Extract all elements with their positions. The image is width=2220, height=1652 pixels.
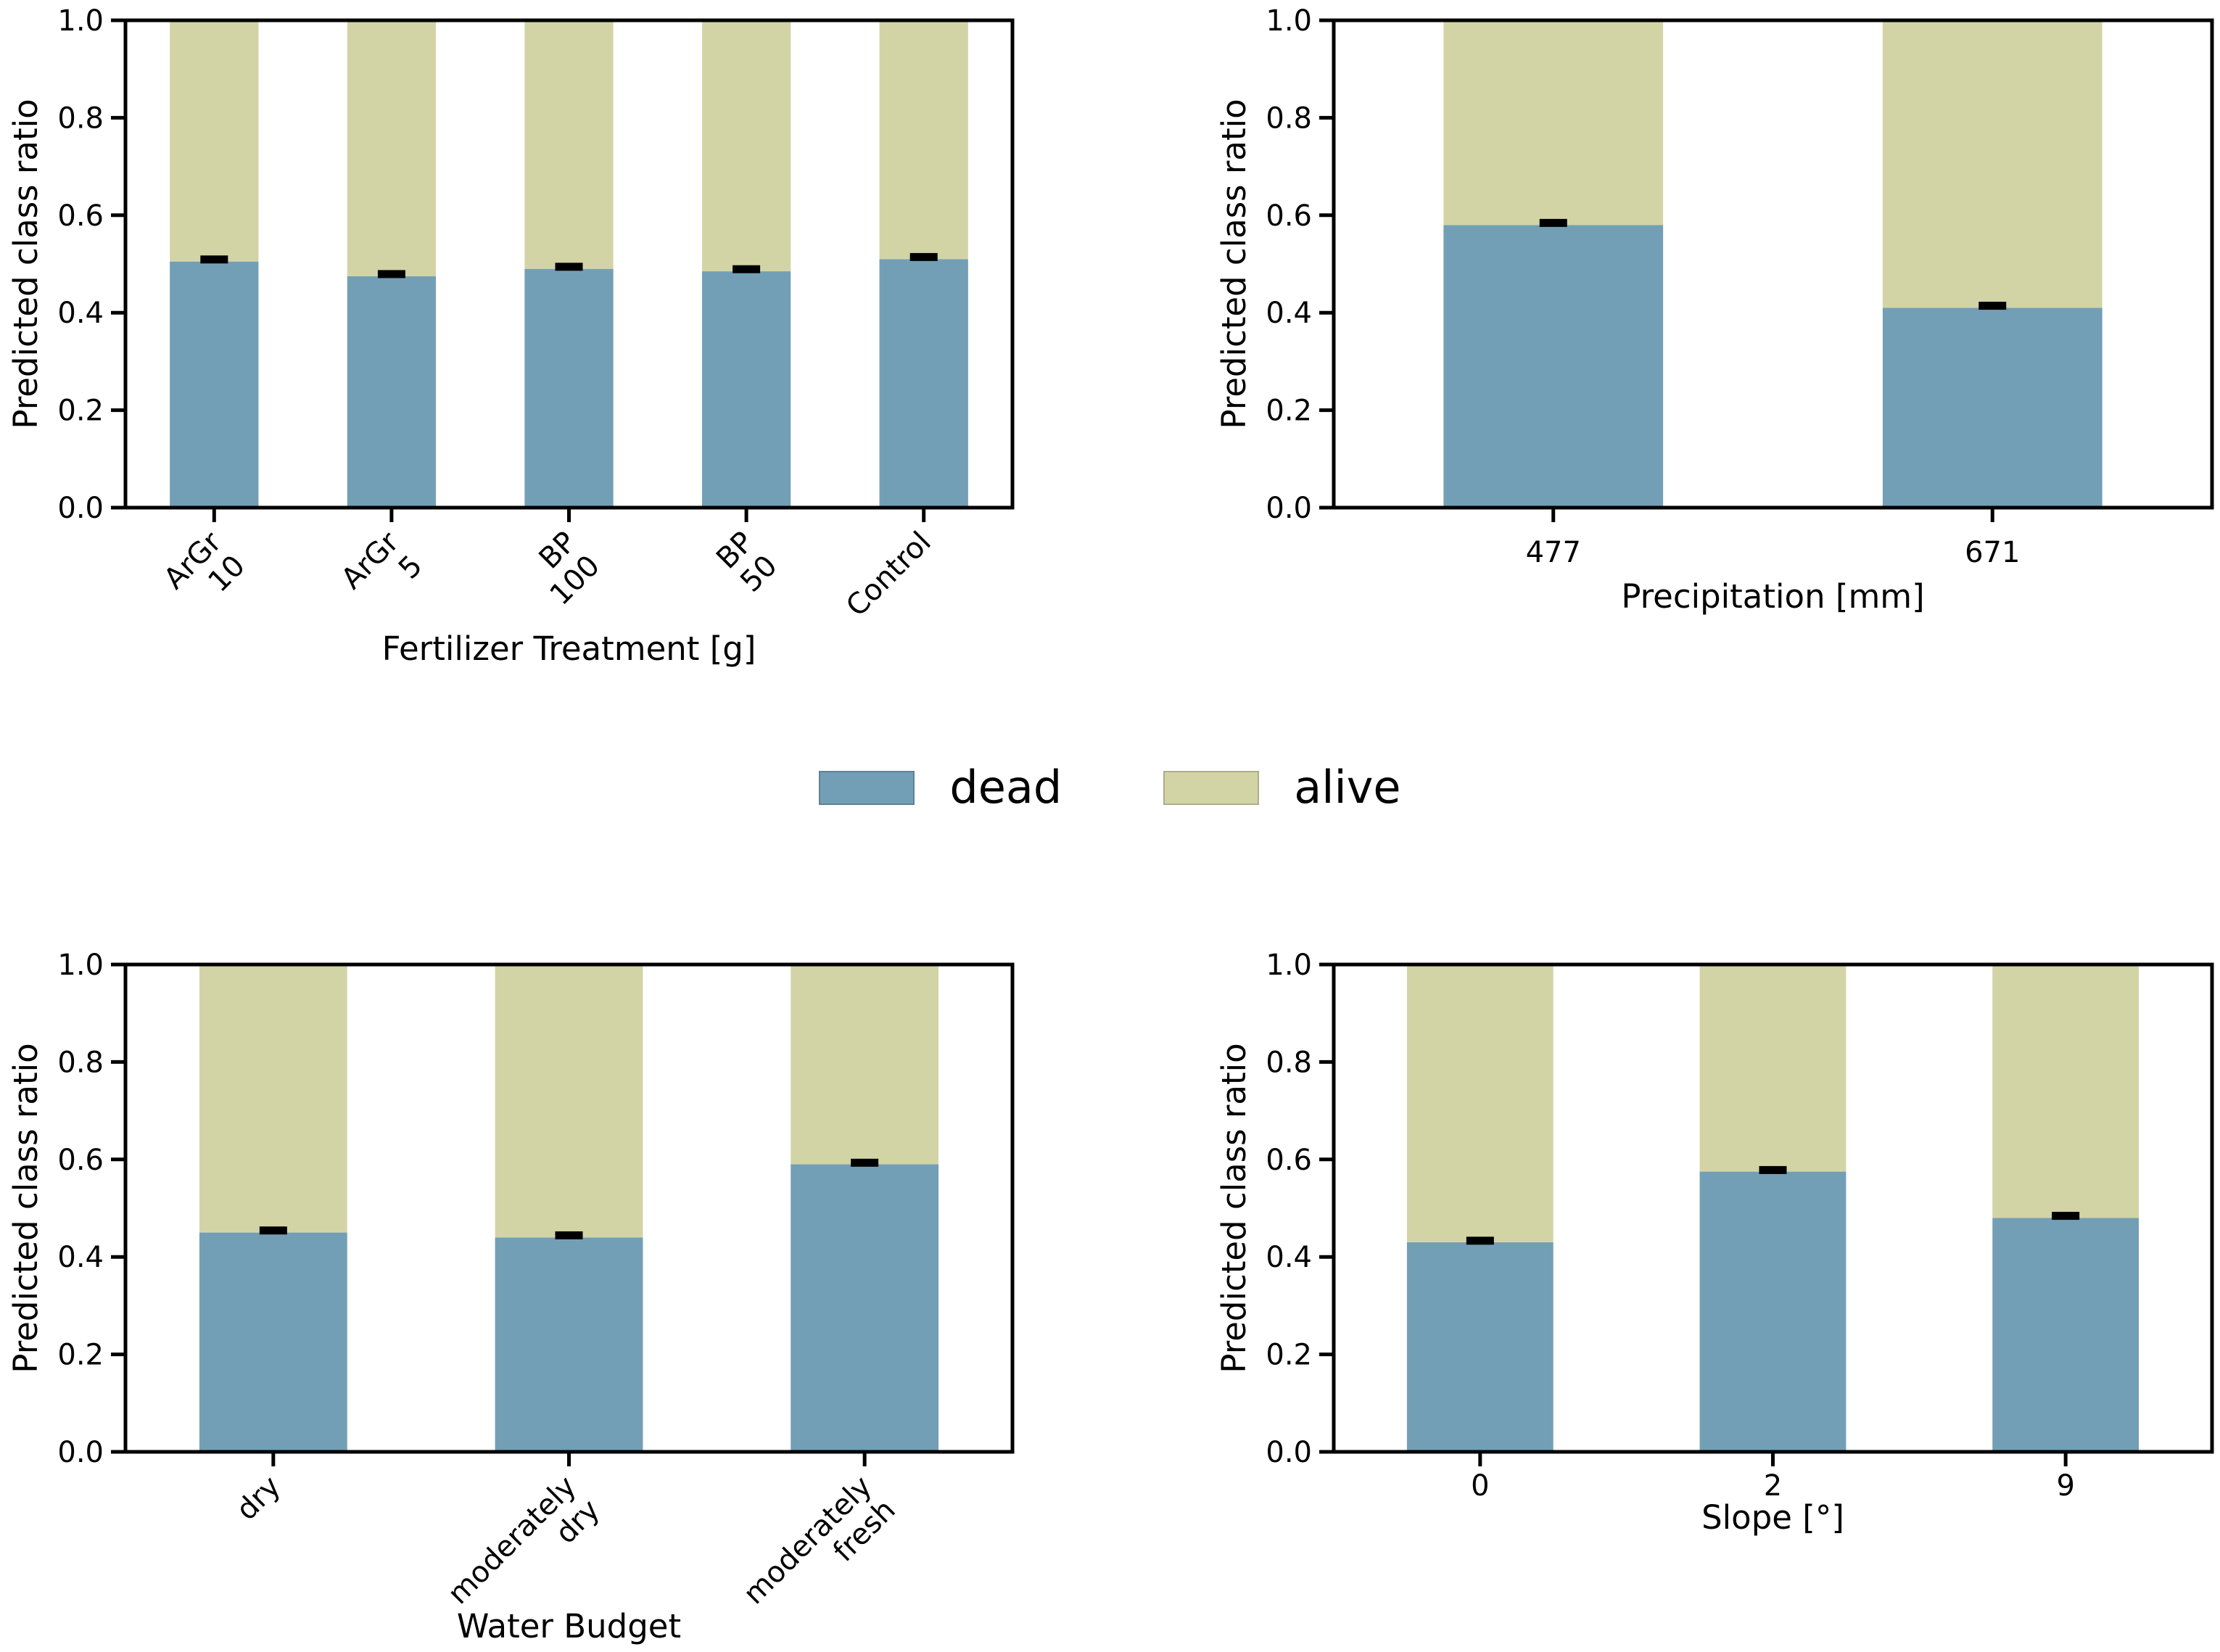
bar-segment-dead-1-1 (1882, 307, 2103, 508)
y-tick-label-0: 1.0 (57, 4, 104, 38)
bar-segment-dead-0-4 (879, 259, 968, 508)
error-bar-0-4 (909, 252, 938, 261)
bar-segment-alive-0-0 (170, 20, 259, 262)
bar-segment-alive-3-2 (1992, 965, 2139, 1218)
error-bar-1-0 (1539, 218, 1567, 227)
legend: dead alive (0, 754, 2220, 821)
legend-label-alive: alive (1294, 761, 1401, 814)
x-tick-label-1: 477 (1526, 536, 1581, 569)
y-tick-label-1: 0.8 (1266, 102, 1312, 135)
y-axis-label-2: Predicted class ratio (7, 1043, 45, 1373)
x-tick-label-1: 671 (1965, 536, 2020, 569)
legend-label-dead: dead (949, 761, 1062, 814)
y-tick-label-2: 0.6 (57, 1144, 104, 1177)
y-tick-label-3: 1.0 (1266, 949, 1312, 982)
y-tick-label-2: 1.0 (57, 949, 104, 982)
x-axis-label-1: Precipitation [mm] (1621, 577, 1924, 616)
bar-segment-alive-3-1 (1699, 965, 1846, 1172)
axes-spines-1 (1332, 18, 2214, 510)
bar-segment-dead-3-2 (1992, 1218, 2139, 1452)
bar-segment-dead-2-0 (199, 1232, 347, 1452)
x-tick-label-3: 9 (2056, 1469, 2074, 1503)
y-axis-label-3: Predicted class ratio (1215, 1043, 1253, 1373)
bar-segment-dead-0-3 (701, 271, 791, 508)
y-tick-label-3: 0.8 (1266, 1046, 1312, 1079)
bar-segment-alive-2-0 (199, 965, 347, 1233)
bar-segment-dead-1-0 (1443, 225, 1664, 508)
x-tick-label-2: dry (230, 1470, 287, 1527)
bar-segment-dead-0-1 (347, 276, 437, 508)
error-bar-1-1 (1978, 302, 2007, 310)
x-tick-label-0: ArGr10 (157, 525, 252, 619)
y-tick-label-1: 0.0 (1266, 492, 1312, 525)
y-tick-label-0: 0.0 (57, 492, 104, 525)
error-bar-3-1 (1759, 1165, 1787, 1174)
bar-segment-alive-3-0 (1406, 965, 1553, 1243)
bar-segment-dead-0-2 (524, 268, 614, 508)
bar-segment-alive-0-2 (524, 20, 614, 269)
error-bar-0-2 (555, 263, 583, 271)
error-bar-2-0 (259, 1226, 287, 1235)
bar-segment-dead-3-0 (1406, 1242, 1553, 1452)
bar-segment-alive-0-4 (879, 20, 968, 260)
x-tick-label-3: 2 (1764, 1469, 1782, 1503)
bar-segment-dead-2-1 (495, 1237, 643, 1452)
y-tick-label-2: 0.8 (57, 1046, 104, 1079)
x-axis-label-0: Fertilizer Treatment [g] (382, 629, 756, 668)
x-tick-label-0: ArGr5 (335, 525, 429, 619)
x-tick-label-0: BP100 (520, 526, 606, 612)
y-tick-label-2: 0.4 (57, 1241, 104, 1274)
x-axis-label-2: Water Budget (457, 1607, 681, 1645)
y-axis-label-1: Predicted class ratio (1215, 99, 1253, 429)
error-bar-0-1 (377, 270, 405, 278)
error-bar-3-2 (2052, 1212, 2080, 1221)
error-bar-3-0 (1466, 1236, 1494, 1245)
bar-segment-alive-1-0 (1443, 20, 1664, 226)
x-tick-label-3: 0 (1471, 1469, 1489, 1503)
y-tick-label-1: 0.6 (1266, 199, 1312, 233)
y-tick-label-0: 0.6 (57, 199, 104, 233)
error-bar-0-3 (733, 265, 761, 273)
y-tick-label-0: 0.8 (57, 102, 104, 135)
y-tick-label-0: 0.4 (57, 297, 104, 330)
bar-segment-dead-3-1 (1699, 1171, 1846, 1452)
y-tick-label-3: 0.0 (1266, 1436, 1312, 1469)
y-tick-label-3: 0.2 (1266, 1339, 1312, 1372)
x-tick-label-0: BP50 (710, 526, 784, 600)
x-tick-label-2: moderatelyfresh (737, 1470, 901, 1635)
y-tick-label-3: 0.4 (1266, 1241, 1312, 1274)
y-axis-label-0: Predicted class ratio (7, 99, 45, 429)
y-tick-label-2: 0.2 (57, 1339, 104, 1372)
error-bar-0-0 (200, 255, 228, 264)
error-bar-2-1 (555, 1231, 583, 1239)
bar-segment-alive-2-1 (495, 965, 643, 1238)
y-tick-label-1: 1.0 (1266, 4, 1312, 38)
bar-segment-alive-2-2 (791, 965, 939, 1165)
legend-swatch-dead (819, 770, 915, 805)
bar-segment-dead-0-0 (170, 261, 259, 508)
legend-swatch-alive (1163, 770, 1260, 805)
bar-segment-dead-2-2 (791, 1164, 939, 1452)
error-bar-2-2 (851, 1158, 879, 1167)
bar-segment-alive-0-1 (347, 20, 437, 276)
y-tick-label-3: 0.6 (1266, 1144, 1312, 1177)
y-tick-label-1: 0.2 (1266, 395, 1312, 428)
y-tick-label-2: 0.0 (57, 1436, 104, 1469)
x-axis-label-3: Slope [°] (1701, 1498, 1844, 1537)
y-tick-label-0: 0.2 (57, 395, 104, 428)
bar-segment-alive-0-3 (701, 20, 791, 272)
x-tick-label-0: Control (840, 526, 938, 624)
y-tick-label-1: 0.4 (1266, 297, 1312, 330)
bar-segment-alive-1-1 (1882, 20, 2103, 308)
